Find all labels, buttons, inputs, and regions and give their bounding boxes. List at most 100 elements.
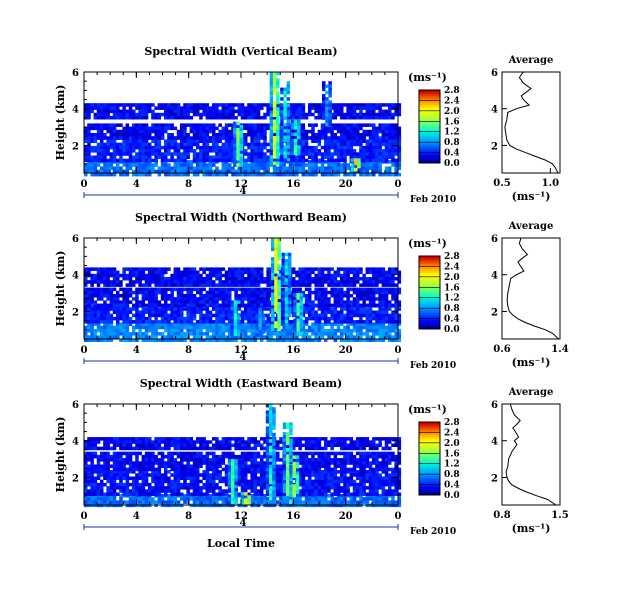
colorbar-segment bbox=[419, 449, 440, 452]
colorbar-segment bbox=[419, 440, 440, 443]
colorbar-segment bbox=[419, 310, 440, 314]
colorbar-segment bbox=[419, 489, 440, 492]
colorbar-segment bbox=[419, 469, 440, 472]
colorbar-segment bbox=[419, 301, 440, 304]
colorbar-segment bbox=[419, 297, 440, 301]
y-axis-label: Height (km) bbox=[54, 251, 67, 327]
colorbar-segment bbox=[419, 423, 440, 427]
colorbar-segment bbox=[419, 104, 440, 107]
y-tick-label: 2 bbox=[72, 307, 79, 318]
colorbar-segment bbox=[419, 131, 440, 135]
colorbar-tick-label: 1.2 bbox=[444, 128, 460, 138]
colorbar-segment bbox=[419, 161, 440, 164]
x-tick-label: 0 bbox=[81, 345, 88, 356]
colorbar-segment bbox=[419, 270, 440, 273]
colorbar-tick-label: 0.4 bbox=[444, 481, 460, 491]
x-tick-label: 0 bbox=[395, 345, 402, 356]
profile-y-tick-label: 4 bbox=[491, 437, 498, 448]
colorbar-segment bbox=[419, 467, 440, 470]
colorbar-segment bbox=[419, 153, 440, 157]
profile-line bbox=[506, 237, 559, 340]
heatmap-cells bbox=[84, 404, 402, 508]
colorbar-tick-label: 1.6 bbox=[444, 117, 460, 127]
colorbar-segment bbox=[419, 111, 440, 115]
x-tick-label: 16 bbox=[286, 179, 300, 190]
colorbar-segment bbox=[419, 482, 440, 485]
colorbar-segment bbox=[419, 476, 440, 480]
colorbar-segment bbox=[419, 296, 440, 299]
colorbar-segment bbox=[419, 135, 440, 138]
panel-title: Spectral Width (Northward Beam) bbox=[135, 211, 347, 224]
colorbar-segment bbox=[419, 429, 440, 432]
colorbar-segment bbox=[419, 142, 440, 146]
y-tick-label: 6 bbox=[72, 68, 79, 79]
x-tick-label: 0 bbox=[81, 511, 88, 522]
colorbar-segment bbox=[419, 434, 440, 438]
colorbar-segment bbox=[419, 316, 440, 319]
colorbar-tick-label: 1.2 bbox=[444, 294, 460, 304]
colorbar-segment bbox=[419, 303, 440, 306]
x-tick-label: 0 bbox=[395, 179, 402, 190]
x-tick-label: 12 bbox=[234, 511, 248, 522]
colorbar-tick-label: 2.0 bbox=[444, 107, 460, 117]
x-tick-label: 8 bbox=[185, 511, 192, 522]
colorbar-segment bbox=[419, 427, 440, 430]
heatmap-cells bbox=[84, 72, 402, 177]
colorbar-segment bbox=[419, 115, 440, 118]
x-tick-label: 4 bbox=[133, 345, 140, 356]
x-tick-label: 20 bbox=[339, 345, 353, 356]
x-tick-label: 4 bbox=[133, 511, 140, 522]
colorbar-tick-label: 0.8 bbox=[444, 138, 460, 148]
colorbar-segment bbox=[419, 108, 440, 111]
colorbar-segment bbox=[419, 438, 440, 441]
colorbar-segment bbox=[419, 137, 440, 140]
colorbar-segment bbox=[419, 150, 440, 153]
y-axis-label: Height (km) bbox=[54, 85, 67, 161]
colorbar-segment bbox=[419, 487, 440, 491]
colorbar-segment bbox=[419, 432, 440, 436]
profile-y-tick-label: 2 bbox=[491, 141, 498, 152]
colorbar-segment bbox=[419, 445, 440, 449]
x-tick-label: 8 bbox=[185, 345, 192, 356]
colorbar-segment bbox=[419, 465, 440, 469]
colorbar-segment bbox=[419, 279, 440, 283]
colorbar-segment bbox=[419, 257, 440, 261]
colorbar-segment bbox=[419, 436, 440, 439]
profile-x-tick-label: 1.5 bbox=[551, 510, 568, 521]
profile-x-tick-label: 0.8 bbox=[493, 510, 510, 521]
colorbar-segment bbox=[419, 471, 440, 474]
colorbar-segment bbox=[419, 451, 440, 454]
profile-frame bbox=[501, 71, 561, 174]
colorbar-segment bbox=[419, 268, 440, 272]
colorbar-tick-label: 0.0 bbox=[444, 159, 460, 169]
colorbar-segment bbox=[419, 110, 440, 113]
colorbar-tick-label: 2.0 bbox=[444, 439, 460, 449]
profile-title: Average bbox=[508, 55, 554, 66]
profile-y-tick-label: 6 bbox=[491, 400, 498, 411]
colorbar-tick-label: 0.0 bbox=[444, 325, 460, 335]
colorbar-segment bbox=[419, 325, 440, 328]
colorbar-segment bbox=[419, 454, 440, 458]
colorbar-segment bbox=[419, 152, 440, 155]
profile-x-tick-label: 1.4 bbox=[551, 344, 568, 355]
colorbar-segment bbox=[419, 458, 440, 461]
colorbar-segment bbox=[419, 100, 440, 104]
colorbar-tick-label: 2.4 bbox=[444, 96, 460, 106]
y-tick-label: 6 bbox=[72, 400, 79, 411]
colorbar-segment bbox=[419, 130, 440, 133]
colorbar-tick-label: 0.4 bbox=[444, 315, 460, 325]
colorbar-segment bbox=[419, 266, 440, 270]
x-tick-label: 12 bbox=[234, 179, 248, 190]
profile-y-tick-label: 6 bbox=[491, 234, 498, 245]
colorbar-segment bbox=[419, 121, 440, 124]
colorbar-unit: (ms⁻¹) bbox=[408, 403, 447, 416]
profile-y-tick-label: 2 bbox=[491, 473, 498, 484]
colorbar-segment bbox=[419, 91, 440, 95]
x-tick-label: 12 bbox=[234, 345, 248, 356]
colorbar-segment bbox=[419, 97, 440, 100]
colorbar-segment bbox=[419, 312, 440, 315]
colorbar-segment bbox=[419, 277, 440, 281]
colorbar-segment bbox=[419, 285, 440, 288]
profile-line bbox=[504, 71, 559, 174]
